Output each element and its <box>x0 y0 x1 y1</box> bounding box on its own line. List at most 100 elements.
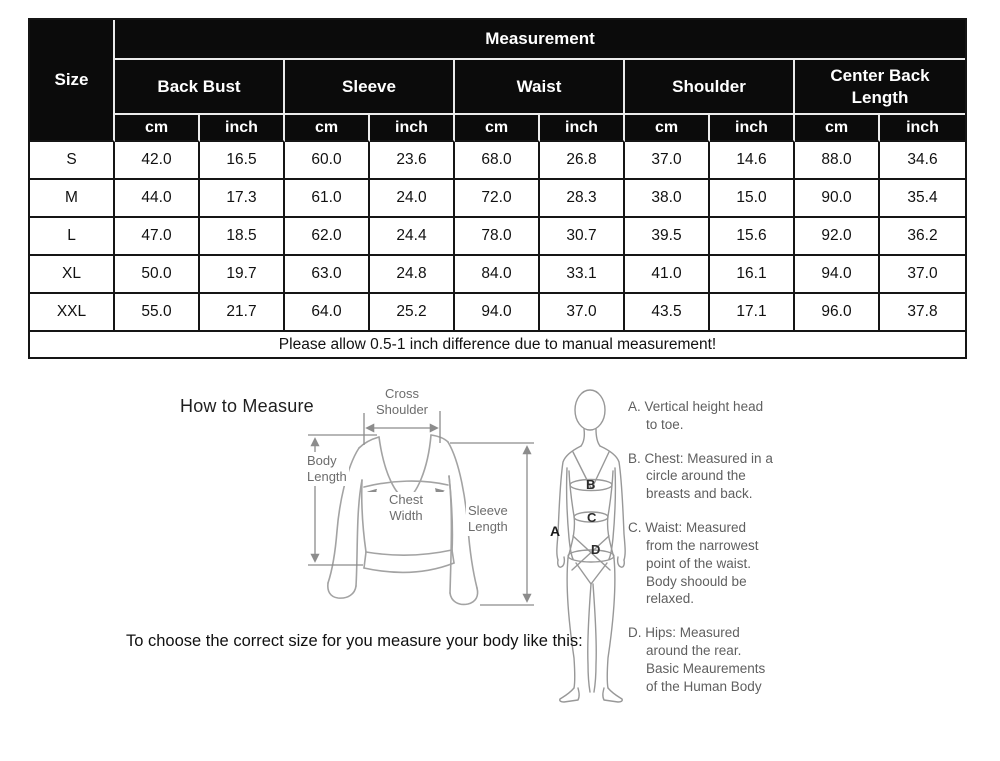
measurement-cell: 38.0 <box>625 180 710 218</box>
measurement-cell: 61.0 <box>285 180 370 218</box>
measurement-cell: 34.6 <box>880 142 966 180</box>
table-row-xl: XL 50.0 19.7 63.0 24.8 84.0 33.1 41.0 16… <box>30 256 966 294</box>
size-label-cell: M <box>30 180 115 218</box>
measurement-cell: 33.1 <box>540 256 625 294</box>
measurement-cell: 17.1 <box>710 294 795 332</box>
body-figure-illustration: A B C D <box>550 389 626 703</box>
measurement-cell: 23.6 <box>370 142 455 180</box>
measurement-cell: 68.0 <box>455 142 540 180</box>
measurement-cell: 63.0 <box>285 256 370 294</box>
group-header-row: Back Bust Sleeve Waist Shoulder Center B… <box>30 60 966 115</box>
table-row-m: M 44.0 17.3 61.0 24.0 72.0 28.3 38.0 15.… <box>30 180 966 218</box>
measurement-header: Measurement <box>115 20 966 60</box>
body-marker-d: D <box>591 542 600 557</box>
measurement-cell: 24.4 <box>370 218 455 256</box>
measurement-cell: 41.0 <box>625 256 710 294</box>
measurement-cell: 43.5 <box>625 294 710 332</box>
unit-header: inch <box>370 115 455 142</box>
measurement-cell: 37.8 <box>880 294 966 332</box>
measurement-cell: 62.0 <box>285 218 370 256</box>
measurement-cell: 24.8 <box>370 256 455 294</box>
size-label-cell: S <box>30 142 115 180</box>
measurement-cell: 26.8 <box>540 142 625 180</box>
footnote-row: Please allow 0.5-1 inch difference due t… <box>30 332 966 357</box>
body-marker-a: A <box>550 523 560 539</box>
measurement-cell: 24.0 <box>370 180 455 218</box>
group-header-center-back-length: Center Back Length <box>795 60 966 115</box>
measurement-cell: 92.0 <box>795 218 880 256</box>
body-length-label: Body Length <box>305 452 349 486</box>
measurement-cell: 44.0 <box>115 180 200 218</box>
measurement-cell: 30.7 <box>540 218 625 256</box>
measurement-header-row: Size Measurement <box>30 20 966 142</box>
unit-header: cm <box>455 115 540 142</box>
unit-header: inch <box>200 115 285 142</box>
body-outline <box>556 389 626 703</box>
measurement-cell: 94.0 <box>795 256 880 294</box>
size-label-cell: L <box>30 218 115 256</box>
size-label-cell: XL <box>30 256 115 294</box>
measurement-cell: 72.0 <box>455 180 540 218</box>
instruction-waist: C. Waist: Measured from the narrowest po… <box>628 520 759 607</box>
measurement-cell: 15.6 <box>710 218 795 256</box>
measurement-cell: 28.3 <box>540 180 625 218</box>
measurement-cell: 90.0 <box>795 180 880 218</box>
measurement-cell: 36.2 <box>880 218 966 256</box>
size-label-cell: XXL <box>30 294 115 332</box>
choose-size-note: To choose the correct size for you measu… <box>126 632 583 650</box>
how-to-measure-title: How to Measure <box>180 396 314 416</box>
body-marker-b: B <box>586 477 595 492</box>
unit-header-row: cm inch cm inch cm inch cm inch cm inch <box>30 115 966 142</box>
measurement-cell: 37.0 <box>625 142 710 180</box>
measurement-cell: 18.5 <box>200 218 285 256</box>
table-row-xxl: XXL 55.0 21.7 64.0 25.2 94.0 37.0 43.5 1… <box>30 294 966 332</box>
measurement-cell: 60.0 <box>285 142 370 180</box>
measurement-cell: 55.0 <box>115 294 200 332</box>
instruction-hips: D. Hips: Measured around the rear. Basic… <box>628 625 766 694</box>
measure-instructions: A. Vertical height head to toe. B. Chest… <box>628 398 788 711</box>
measurement-cell: 96.0 <box>795 294 880 332</box>
measurement-cell: 94.0 <box>455 294 540 332</box>
unit-header: inch <box>880 115 966 142</box>
unit-header: cm <box>115 115 200 142</box>
table-footnote: Please allow 0.5-1 inch difference due t… <box>30 332 966 357</box>
unit-header: cm <box>795 115 880 142</box>
size-column-header: Size <box>30 20 115 142</box>
unit-header: inch <box>540 115 625 142</box>
measurement-cell: 16.1 <box>710 256 795 294</box>
chest-width-label: Chest Width <box>366 492 446 524</box>
measurement-cell: 84.0 <box>455 256 540 294</box>
measurement-cell: 42.0 <box>115 142 200 180</box>
table-row-l: L 47.0 18.5 62.0 24.4 78.0 30.7 39.5 15.… <box>30 218 966 256</box>
instruction-height: A. Vertical height head to toe. <box>628 399 764 432</box>
measurement-cell: 16.5 <box>200 142 285 180</box>
table-row-s: S 42.0 16.5 60.0 23.6 68.0 26.8 37.0 14.… <box>30 142 966 180</box>
measurement-cell: 19.7 <box>200 256 285 294</box>
measurement-cell: 88.0 <box>795 142 880 180</box>
body-marker-c: C <box>587 510 597 525</box>
group-header-waist: Waist <box>455 60 625 115</box>
garment-measure-diagram: Cross Shoulder Body Length Chest Width S… <box>300 386 540 626</box>
measurement-cell: 78.0 <box>455 218 540 256</box>
size-chart-table: Size Measurement Back Bust Sleeve Waist … <box>28 18 968 359</box>
bust-line <box>569 478 613 492</box>
cross-shoulder-label: Cross Shoulder <box>375 386 429 417</box>
measurement-cell: 39.5 <box>625 218 710 256</box>
unit-header: cm <box>285 115 370 142</box>
measurement-cell: 15.0 <box>710 180 795 218</box>
measurement-cell: 64.0 <box>285 294 370 332</box>
group-header-sleeve: Sleeve <box>285 60 455 115</box>
instruction-chest: B. Chest: Measured in a circle around th… <box>628 450 773 502</box>
measurement-cell: 25.2 <box>370 294 455 332</box>
measurement-cell: 21.7 <box>200 294 285 332</box>
hip-line <box>567 549 615 563</box>
waist-line <box>573 511 609 523</box>
unit-header: inch <box>710 115 795 142</box>
group-header-back-bust: Back Bust <box>115 60 285 115</box>
group-header-shoulder: Shoulder <box>625 60 795 115</box>
measurement-cell: 17.3 <box>200 180 285 218</box>
sleeve-length-label: Sleeve Length <box>466 502 510 536</box>
unit-header: cm <box>625 115 710 142</box>
measurement-cell: 37.0 <box>540 294 625 332</box>
body-measure-diagram: A B C D <box>548 386 643 708</box>
